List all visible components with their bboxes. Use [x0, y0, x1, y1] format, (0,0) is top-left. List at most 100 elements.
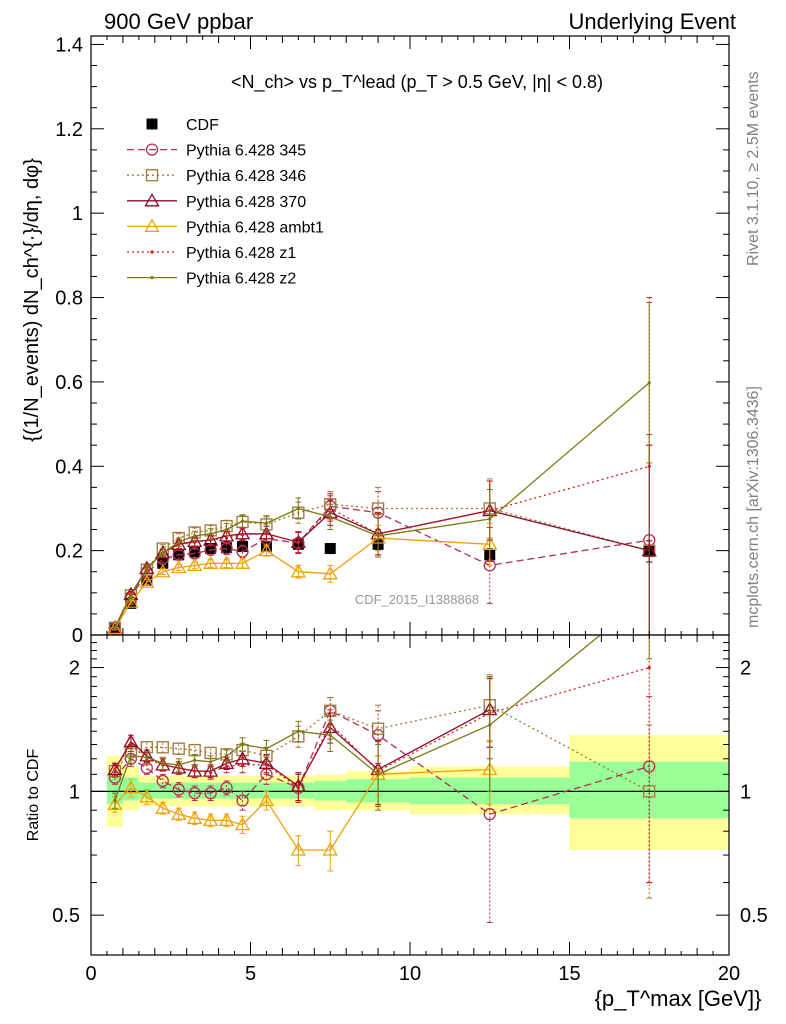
main-series-pythia-6-428-ambt1-point	[187, 557, 203, 572]
ratio-series-pythia-6-428-346-point	[156, 741, 169, 754]
main-series-pythia-6-428-ambt1-point	[258, 542, 275, 557]
ratio-series-pythia-6-428-z2-point	[224, 754, 229, 758]
ratio-series-pythia-6-428-ambt1-point	[234, 816, 251, 831]
main-series-pythia-6-428-ambt1-point	[290, 563, 306, 578]
ratio-y-tick-label-right: 2	[740, 658, 751, 680]
main-series-pythia-6-428-ambt1-point	[155, 563, 171, 578]
ratio-series-pythia-6-428-345-point	[188, 786, 201, 800]
ratio-series-pythia-6-428-ambt1-point	[203, 812, 219, 827]
main-series-pythia-6-428-z2-point	[161, 551, 165, 555]
x-tick-label: 15	[558, 963, 580, 985]
ratio-series-pythia-6-428-z1-point	[240, 763, 245, 767]
ratio-series-pythia-6-428-ambt1-point	[258, 792, 275, 807]
main-series-pythia-6-428-z1-point	[240, 533, 245, 537]
ratio-series-pythia-6-428-ambt1-line	[114, 768, 490, 851]
main-series-pythia-6-428-ambt1-line	[114, 537, 490, 630]
main-series-pythia-6-428-z2-point	[145, 566, 149, 570]
main-series-pythia-6-428-ambt1-point	[203, 555, 219, 569]
legend-item-pythia-6-428-346-marker	[145, 169, 159, 182]
legend-item-pythia-6-428-345: Pythia 6.428 345	[127, 143, 306, 160]
header-right: Underlying Event	[568, 9, 736, 34]
x-tick-label: 0	[85, 963, 96, 985]
ratio-series-pythia-6-428-z2-point	[145, 755, 149, 759]
legend-item-pythia-6-428-ambt1-marker	[144, 218, 160, 233]
main-series-pythia-6-428-370-point	[218, 528, 235, 542]
ratio-y-tick-label: 1	[69, 781, 80, 803]
ratio-series-pythia-6-428-345-line	[114, 709, 650, 815]
main-y-tick-label: 0	[72, 625, 83, 647]
ratio-series-pythia-6-428-370-line	[114, 709, 491, 788]
main-y-tick-label: 0.6	[55, 372, 83, 394]
main-series-pythia-6-428-370-point	[155, 544, 171, 559]
legend-item-cdf: CDF	[146, 117, 219, 134]
chart-title: <N_ch> vs p_T^lead (p_T > 0.5 GeV, |η| <…	[231, 72, 603, 93]
ratio-series-pythia-6-428-z1-point	[647, 665, 651, 670]
ratio-series-pythia-6-428-z2-point	[376, 772, 380, 776]
legend-item-pythia-6-428-z2: Pythia 6.428 z2	[127, 271, 296, 288]
ratio-series-pythia-6-428-z2-point	[193, 758, 197, 762]
legend-item-pythia-6-428-z2-marker	[150, 276, 154, 280]
main-series-pythia-6-428-z2-point	[224, 527, 229, 532]
ratio-series-pythia-6-428-ambt1-point	[139, 788, 155, 803]
legend-item-pythia-6-428-346: Pythia 6.428 346	[127, 168, 306, 185]
ratio-series-pythia-6-428-z1-point	[209, 771, 213, 775]
legend: CDF Pythia 6.428 345 Pythia 6.428 346 Pythi…	[127, 117, 324, 288]
main-series-pythia-6-428-z2-point	[240, 519, 245, 523]
legend-item-pythia-6-428-346-label: Pythia 6.428 346	[186, 168, 306, 185]
legend-item-pythia-6-428-345-label: Pythia 6.428 345	[186, 143, 306, 160]
legend-item-pythia-6-428-ambt1: Pythia 6.428 ambt1	[127, 218, 324, 236]
main-series-pythia-6-428-z2-point	[328, 515, 332, 519]
main-series-cdf	[109, 538, 655, 635]
legend-item-pythia-6-428-z1-marker	[150, 250, 154, 254]
legend-item-pythia-6-428-z1: Pythia 6.428 z1	[127, 245, 296, 262]
ratio-series-pythia-6-428-ambt1-point	[107, 796, 123, 810]
ratio-series-pythia-6-428-z2-point	[177, 763, 181, 767]
main-series-pythia-6-428-z2-point	[209, 532, 213, 536]
main-series-pythia-6-428-ambt1-point	[322, 566, 338, 580]
ratio-series-pythia-6-428-345-point	[156, 774, 169, 788]
ratio-series-pythia-6-428-z2-point	[328, 733, 332, 737]
ratio-series-pythia-6-428-370-point	[290, 778, 306, 792]
ratio-series-pythia-6-428-346-point	[371, 722, 385, 735]
x-tick-label: 5	[245, 963, 256, 985]
main-series-pythia-6-428-z1-point	[647, 464, 651, 468]
main-series-pythia-6-428-ambt1-point	[139, 574, 155, 588]
main-series-pythia-6-428-370-point	[258, 525, 275, 540]
ratio-y-tick-label: 2	[69, 658, 80, 680]
ratio-series-pythia-6-428-z1-point	[296, 786, 300, 790]
main-y-tick-label: 1.2	[55, 119, 83, 141]
legend-item-pythia-6-428-370-label: Pythia 6.428 370	[186, 194, 306, 211]
rivet-label: Rivet 3.1.10, ≥ 2.5M events	[745, 71, 762, 266]
main-series-pythia-6-428-z1	[111, 297, 653, 635]
ratio-series-pythia-6-428-z2-point	[129, 754, 133, 758]
ratio-series-pythia-6-428-z1-point	[193, 769, 197, 773]
ratio-series-pythia-6-428-ambt1-point	[171, 806, 187, 820]
ratio-series-pythia-6-428-ambt1-point	[123, 779, 139, 794]
ratio-series-pythia-6-428-z1-line	[114, 666, 650, 789]
watermark-label: CDF_2015_I1388868	[355, 592, 479, 607]
main-series-layer	[107, 297, 657, 635]
ratio-y-axis-label: Ratio to CDF	[25, 749, 42, 842]
ratio-y-tick-label: 0.5	[52, 905, 80, 927]
legend-item-pythia-6-428-345-marker	[145, 143, 159, 156]
main-series-pythia-6-428-ambt1-point	[107, 620, 123, 635]
band-green	[314, 780, 347, 801]
ratio-series-pythia-6-428-z1-point	[264, 763, 269, 767]
main-series-pythia-6-428-ambt1-point	[171, 559, 187, 574]
ratio-series-pythia-6-428-345-point	[172, 783, 185, 796]
main-series-pythia-6-428-z2-point	[264, 521, 269, 525]
main-series-pythia-6-428-z2-point	[193, 534, 197, 538]
legend-item-pythia-6-428-370-marker	[144, 192, 160, 207]
main-series-pythia-6-428-z2-point	[488, 517, 492, 521]
legend-item-pythia-6-428-z1-label: Pythia 6.428 z1	[186, 245, 296, 262]
ratio-series-pythia-6-428-z2-point	[113, 798, 117, 803]
main-series-pythia-6-428-z2-point	[177, 540, 181, 544]
x-tick-label: 10	[399, 963, 421, 985]
main-series-pythia-6-428-z2	[111, 302, 653, 630]
ratio-series-pythia-6-428-345-point	[236, 794, 249, 807]
main-series-pythia-6-428-z2-point	[113, 626, 117, 630]
main-series-cdf-point	[205, 543, 217, 555]
ratio-series-pythia-6-428-z2-point	[488, 723, 492, 727]
legend-item-pythia-6-428-z2-label: Pythia 6.428 z2	[186, 271, 296, 288]
